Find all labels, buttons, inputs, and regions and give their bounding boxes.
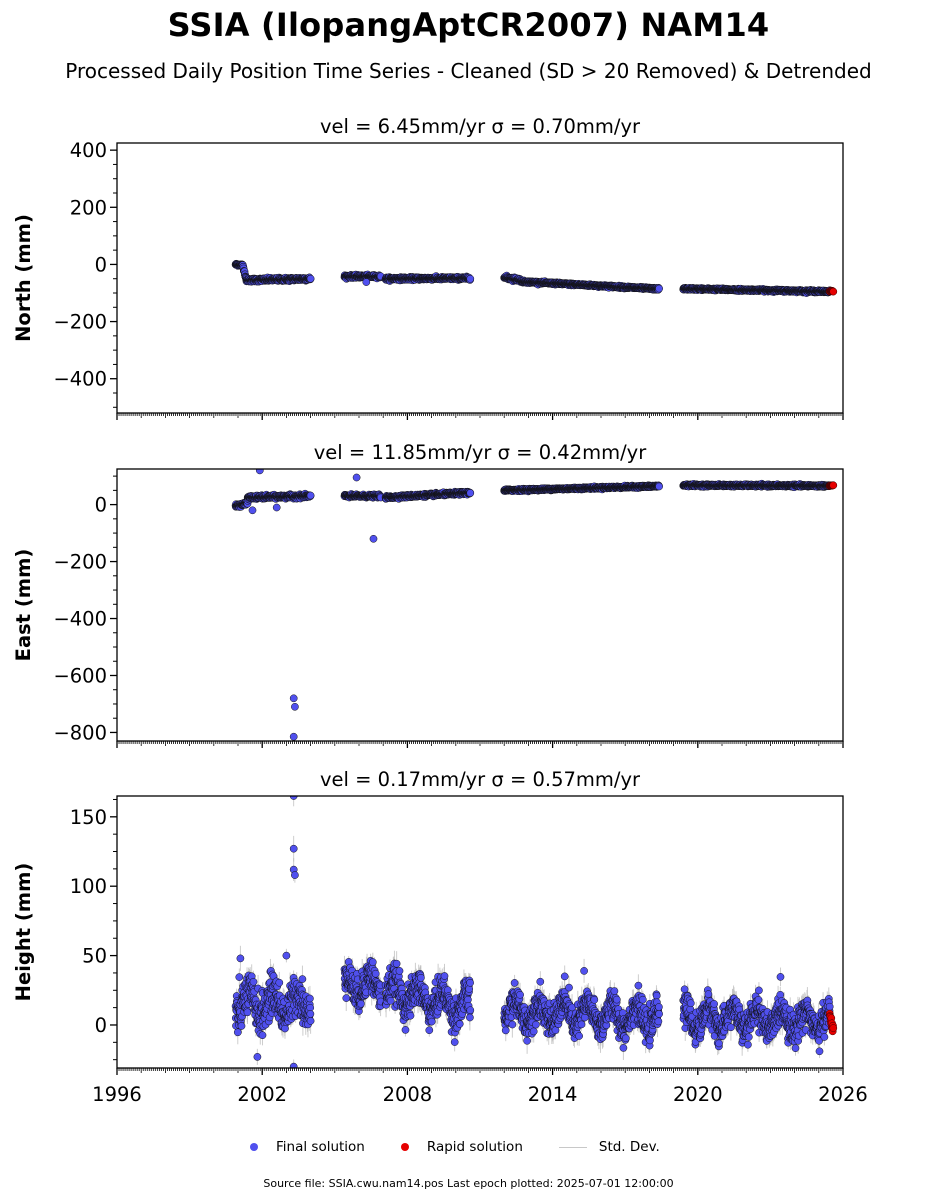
plot-area [231,469,838,741]
y-tick-label: 0 [95,253,107,276]
rapid-point [829,481,838,490]
final-point [306,274,315,283]
figure-title: SSIA (IlopangAptCR2007) NAM14 [167,6,770,44]
y-tick-label: −400 [53,608,107,631]
y-tick-label: 0 [95,494,107,517]
final-point [248,506,257,515]
plot-frame [116,142,844,414]
panel-title: vel = 6.45mm/yr σ = 0.70mm/yr [320,115,641,138]
y-tick-label: −600 [53,664,107,687]
final-point [291,702,299,711]
final-point [306,491,315,500]
panel-2: vel = 11.85mm/yr σ = 0.42mm/yr East (mm) 0… [12,441,844,748]
y-axis-label: East (mm) [12,549,35,662]
y-tick-label: −400 [53,368,107,391]
final-point [466,274,475,283]
final-point [352,473,361,482]
y-tick-label: −800 [53,721,107,744]
final-point [369,534,378,543]
y-tick-label: −200 [53,551,107,574]
y-tick-label: 400 [70,139,107,162]
y-tick-label: −200 [53,311,107,334]
final-point [466,489,475,497]
final-point [655,482,663,491]
final-point [255,469,264,475]
figure-subtitle: Processed Daily Position Time Series - C… [65,59,872,83]
final-point [289,732,298,741]
y-axis-label: North (mm) [12,214,35,342]
panel-1: vel = 6.45mm/yr σ = 0.70mm/yr North (mm) 4… [12,115,844,420]
plot-frame [116,468,844,742]
panel-title: vel = 11.85mm/yr σ = 0.42mm/yr [314,441,647,464]
final-point [362,278,371,286]
rapid-point [829,287,838,296]
y-tick-label: 200 [70,196,107,219]
plot-area [231,259,838,297]
final-point [289,694,298,703]
final-point [655,284,663,293]
final-point [272,503,281,512]
